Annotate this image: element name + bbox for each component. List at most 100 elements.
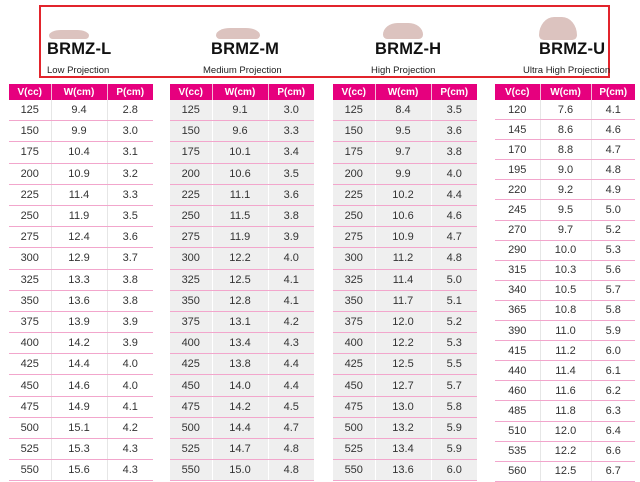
table-row: 170 8.8 4.7 xyxy=(495,139,635,161)
column-header: P(cm) xyxy=(431,84,477,100)
table-row: 425 12.5 5.5 xyxy=(333,353,477,376)
table-row: 120 7.6 4.1 xyxy=(495,100,635,121)
width-cell: 14.2 xyxy=(51,332,108,355)
table-row: 450 12.7 5.7 xyxy=(333,374,477,397)
projection-cell: 4.6 xyxy=(591,119,635,141)
projection-cell: 4.4 xyxy=(431,184,477,206)
projection-cell: 5.7 xyxy=(431,374,477,397)
volume-cell: 250 xyxy=(333,205,376,228)
table-row: 175 10.4 3.1 xyxy=(9,141,153,164)
column-header: W(cm) xyxy=(540,84,592,100)
width-cell: 13.4 xyxy=(212,332,269,355)
volume-cell: 300 xyxy=(333,247,376,270)
table-row: 415 11.2 6.0 xyxy=(495,340,635,362)
table-row: 250 11.9 3.5 xyxy=(9,205,153,228)
volume-cell: 350 xyxy=(170,290,213,312)
volume-cell: 550 xyxy=(9,459,52,482)
projection-cell: 5.8 xyxy=(591,300,635,322)
projection-cell: 4.0 xyxy=(107,374,153,397)
projection-cell: 3.8 xyxy=(107,269,153,291)
size-table-u: V(cc) W(cm) P(cm) 120 7.6 4.1 145 8.6 4.6 170 8… xyxy=(495,84,635,482)
width-cell: 9.6 xyxy=(212,120,269,143)
volume-cell: 450 xyxy=(333,374,376,397)
width-cell: 11.4 xyxy=(540,360,592,382)
width-cell: 12.5 xyxy=(212,269,269,291)
width-cell: 11.1 xyxy=(212,184,269,206)
model-name: BRMZ-H xyxy=(375,40,442,58)
model-projection: Ultra High Projection xyxy=(523,65,611,76)
width-cell: 7.6 xyxy=(540,100,592,121)
volume-cell: 125 xyxy=(170,100,213,122)
volume-cell: 375 xyxy=(9,311,52,334)
width-cell: 10.0 xyxy=(540,240,592,261)
table-row: 560 12.5 6.7 xyxy=(495,461,635,482)
volume-cell: 525 xyxy=(9,438,52,461)
table-row: 225 11.4 3.3 xyxy=(9,184,153,206)
projection-cell: 4.4 xyxy=(268,374,314,397)
width-cell: 10.5 xyxy=(540,280,592,301)
width-cell: 11.5 xyxy=(212,205,269,228)
table-row: 525 15.3 4.3 xyxy=(9,438,153,461)
width-cell: 11.2 xyxy=(375,247,432,270)
table-row: 300 12.9 3.7 xyxy=(9,247,153,270)
projection-cell: 3.1 xyxy=(107,141,153,164)
width-cell: 12.5 xyxy=(540,461,592,482)
volume-cell: 325 xyxy=(9,269,52,291)
width-cell: 9.5 xyxy=(540,199,592,221)
column-header: V(cc) xyxy=(170,84,213,100)
projection-cell: 3.6 xyxy=(107,226,153,249)
width-cell: 10.9 xyxy=(51,163,108,185)
width-cell: 13.9 xyxy=(51,311,108,334)
volume-cell: 400 xyxy=(170,332,213,355)
table-row: 225 10.2 4.4 xyxy=(333,184,477,206)
projection-cell: 4.8 xyxy=(268,459,314,482)
width-cell: 13.8 xyxy=(212,353,269,376)
model-name: BRMZ-M xyxy=(211,40,280,58)
table-row: 270 9.7 5.2 xyxy=(495,220,635,241)
model-header-h: BRMZ-H High Projection xyxy=(369,7,519,77)
width-cell: 10.3 xyxy=(540,260,592,281)
width-cell: 8.6 xyxy=(540,119,592,141)
projection-cell: 5.2 xyxy=(591,220,635,241)
volume-cell: 485 xyxy=(495,400,541,422)
volume-cell: 475 xyxy=(170,396,213,418)
width-cell: 13.4 xyxy=(375,438,432,461)
volume-cell: 175 xyxy=(333,141,376,164)
projection-cell: 4.6 xyxy=(431,205,477,228)
projection-cell: 6.6 xyxy=(591,441,635,462)
model-projection: High Projection xyxy=(371,65,436,76)
width-cell: 11.9 xyxy=(51,205,108,228)
volume-cell: 125 xyxy=(333,100,376,122)
projection-cell: 4.8 xyxy=(591,159,635,181)
width-cell: 12.8 xyxy=(212,290,269,312)
projection-cell: 4.1 xyxy=(268,290,314,312)
volume-cell: 275 xyxy=(333,226,376,249)
projection-cell: 2.8 xyxy=(107,100,153,122)
width-cell: 12.2 xyxy=(540,441,592,462)
width-cell: 9.9 xyxy=(375,163,432,185)
volume-cell: 300 xyxy=(9,247,52,270)
column-header: W(cm) xyxy=(375,84,432,100)
width-cell: 11.4 xyxy=(375,269,432,291)
projection-cell: 5.9 xyxy=(431,438,477,461)
width-cell: 9.4 xyxy=(51,100,108,122)
size-table-l: V(cc) W(cm) P(cm) 125 9.4 2.8 150 9.9 3.0 175 1… xyxy=(9,84,153,482)
table-row: 300 11.2 4.8 xyxy=(333,247,477,270)
table-row: 245 9.5 5.0 xyxy=(495,199,635,221)
width-cell: 12.0 xyxy=(540,421,592,442)
volume-cell: 150 xyxy=(170,120,213,143)
width-cell: 13.2 xyxy=(375,417,432,440)
volume-cell: 400 xyxy=(9,332,52,355)
volume-cell: 350 xyxy=(9,290,52,312)
volume-cell: 200 xyxy=(333,163,376,185)
table-row: 425 13.8 4.4 xyxy=(170,353,314,376)
table-row: 125 9.1 3.0 xyxy=(170,100,314,122)
width-cell: 14.6 xyxy=(51,374,108,397)
volume-cell: 425 xyxy=(333,353,376,376)
width-cell: 11.9 xyxy=(212,226,269,249)
volume-cell: 365 xyxy=(495,300,541,322)
volume-cell: 150 xyxy=(9,120,52,143)
table-row: 325 13.3 3.8 xyxy=(9,269,153,291)
table-row: 150 9.5 3.6 xyxy=(333,120,477,143)
volume-cell: 145 xyxy=(495,119,541,141)
